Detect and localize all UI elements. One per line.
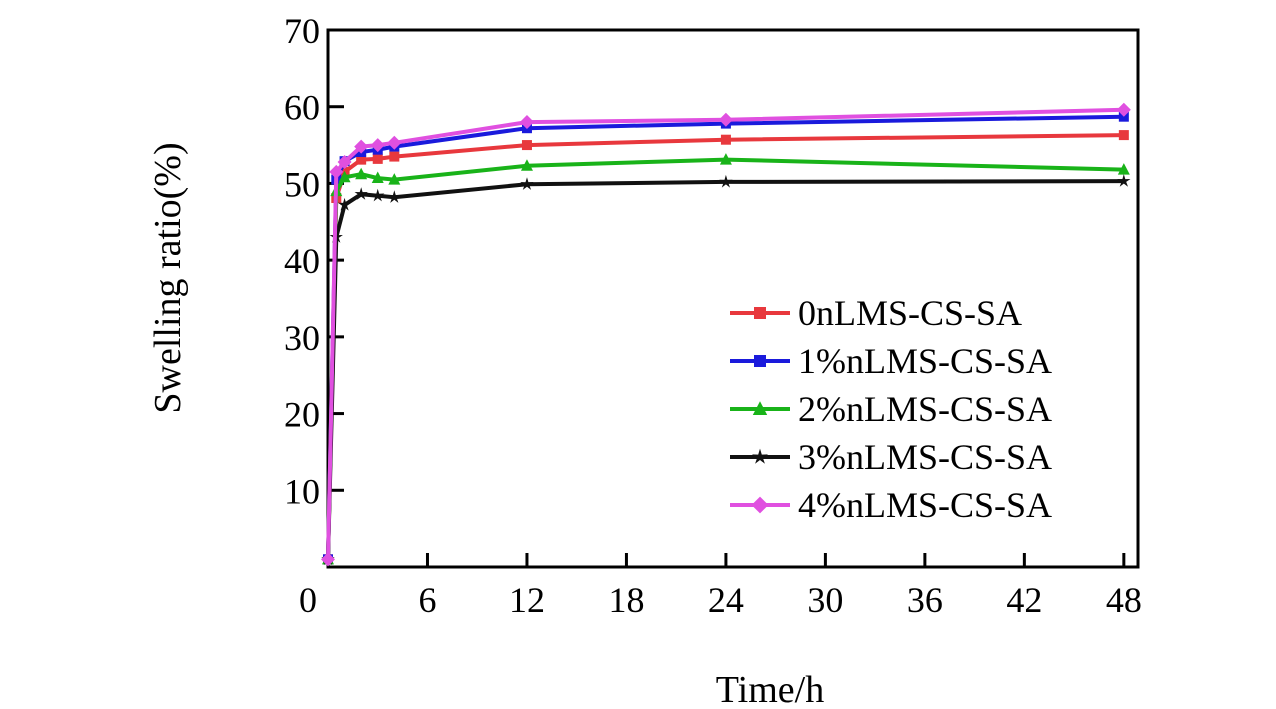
data-point bbox=[719, 174, 733, 188]
data-point bbox=[337, 154, 352, 169]
data-point bbox=[720, 134, 731, 145]
data-point bbox=[370, 138, 385, 153]
x-tick-label: 36 bbox=[907, 580, 943, 620]
data-point bbox=[752, 401, 768, 415]
legend-entry: 2%nLMS-CS-SA bbox=[730, 389, 1052, 429]
y-tick-label: 20 bbox=[284, 395, 320, 435]
data-point bbox=[1117, 163, 1130, 175]
data-point bbox=[329, 164, 344, 179]
x-tick-label: 48 bbox=[1106, 580, 1142, 620]
legend-label: 4%nLMS-CS-SA bbox=[798, 485, 1052, 525]
data-point bbox=[389, 151, 400, 162]
x-tick-label: 12 bbox=[509, 580, 545, 620]
y-tick-label: 10 bbox=[284, 471, 320, 511]
data-point bbox=[387, 190, 401, 203]
data-point bbox=[718, 112, 733, 127]
data-point bbox=[355, 167, 368, 180]
legend-entry: 4%nLMS-CS-SA bbox=[730, 485, 1052, 525]
legend-label: 2%nLMS-CS-SA bbox=[798, 389, 1052, 429]
x-tick-label: 24 bbox=[708, 580, 744, 620]
legend: 0nLMS-CS-SA 1%nLMS-CS-SA 2%nLMS-CS-SA 3%nLM… bbox=[730, 293, 1052, 525]
legend-entry: 1%nLMS-CS-SA bbox=[730, 341, 1052, 381]
x-tick-label: 0 bbox=[299, 580, 317, 620]
x-tick-label: 6 bbox=[418, 580, 436, 620]
data-point bbox=[321, 552, 335, 567]
y-axis-label: Swelling ratio(%) bbox=[147, 142, 189, 413]
data-point bbox=[372, 153, 383, 164]
legend-entry: 0nLMS-CS-SA bbox=[730, 293, 1022, 333]
y-tick-label: 60 bbox=[284, 88, 320, 128]
data-point bbox=[719, 153, 732, 165]
data-point bbox=[354, 187, 368, 200]
data-point bbox=[387, 135, 402, 150]
legend-label: 1%nLMS-CS-SA bbox=[798, 341, 1052, 381]
series-4 bbox=[321, 102, 1131, 567]
y-tick-label: 70 bbox=[284, 11, 320, 51]
x-tick-label: 30 bbox=[807, 580, 843, 620]
data-point bbox=[356, 154, 367, 165]
data-point bbox=[337, 197, 352, 211]
x-tick-label: 42 bbox=[1006, 580, 1042, 620]
x-tick-label: 18 bbox=[608, 580, 644, 620]
data-point bbox=[521, 140, 532, 151]
data-point bbox=[1116, 102, 1131, 117]
data-point bbox=[519, 115, 534, 130]
y-tick-label: 50 bbox=[284, 164, 320, 204]
data-point bbox=[371, 171, 384, 184]
legend-label: 0nLMS-CS-SA bbox=[798, 293, 1022, 333]
data-point bbox=[1117, 174, 1131, 187]
data-point bbox=[520, 177, 534, 190]
legend-label: 3%nLMS-CS-SA bbox=[798, 437, 1052, 477]
x-axis-label: Time/h bbox=[716, 669, 824, 709]
data-point bbox=[520, 159, 533, 171]
plot-frame bbox=[326, 28, 1140, 569]
data-point bbox=[752, 448, 768, 464]
data-point bbox=[338, 170, 351, 183]
data-point bbox=[388, 173, 401, 185]
y-tick-label: 30 bbox=[284, 318, 320, 358]
data-point bbox=[371, 188, 385, 202]
y-tick-label: 40 bbox=[284, 241, 320, 281]
data-point bbox=[354, 139, 369, 154]
legend-entry: 3%nLMS-CS-SA bbox=[730, 437, 1052, 477]
series-3 bbox=[321, 174, 1131, 565]
data-point bbox=[751, 496, 769, 514]
data-point bbox=[1118, 130, 1129, 141]
data-point bbox=[754, 355, 766, 367]
data-point bbox=[754, 307, 766, 319]
